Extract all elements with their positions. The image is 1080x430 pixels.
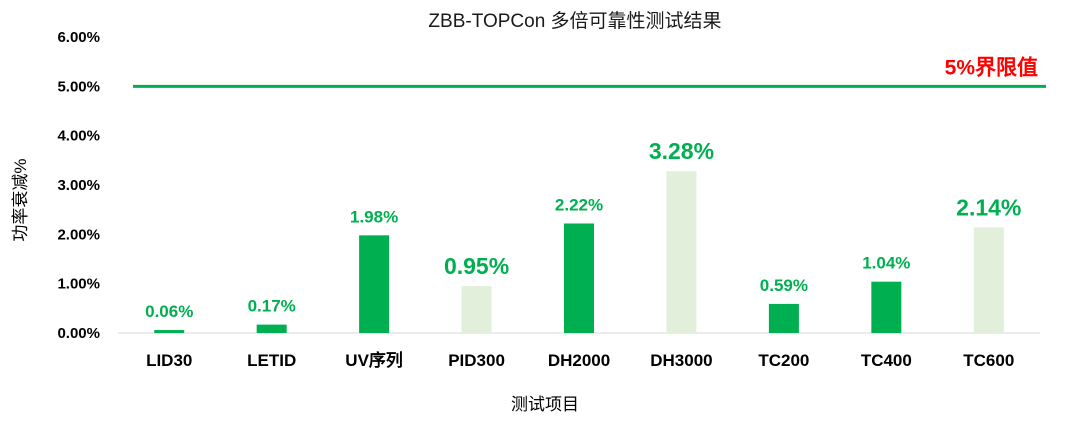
x-axis-ticks: LID30 LETID UV序列 PID300 DH2000 DH3000 TC200 TC4…: [146, 350, 1014, 370]
data-label: 1.04%: [862, 254, 910, 273]
x-tick-label: TC400: [861, 351, 912, 370]
y-tick-label: 2.00%: [57, 226, 100, 243]
x-tick-label: DH2000: [548, 351, 610, 370]
bar: [359, 235, 390, 333]
bar: [768, 303, 799, 333]
bar: [256, 324, 287, 333]
chart-title: ZBB-TOPCon 多倍可靠性测试结果: [428, 10, 721, 32]
x-tick-label: DH3000: [650, 351, 712, 370]
data-label: 2.14%: [956, 194, 1021, 220]
data-label: 3.28%: [649, 138, 714, 164]
data-label: 0.95%: [444, 253, 509, 279]
data-labels: 0.06% 0.17% 1.98% 0.95% 2.22% 3.28% 0.59% 1.04%…: [145, 138, 1021, 321]
x-tick-label: TC600: [963, 351, 1014, 370]
x-tick-label: PID300: [448, 351, 505, 370]
data-label: 0.06%: [145, 302, 193, 321]
x-tick-label: UV序列: [345, 350, 403, 370]
y-tick-label: 1.00%: [57, 276, 100, 293]
y-tick-label: 0.00%: [57, 325, 100, 342]
bar: [666, 171, 697, 333]
data-label: 0.17%: [248, 297, 296, 316]
y-tick-label: 5.00%: [57, 78, 100, 95]
x-axis-label: 测试项目: [511, 395, 579, 414]
x-tick-label: TC200: [758, 351, 809, 370]
reference-line-label: 5%界限值: [945, 55, 1038, 79]
data-label: 1.98%: [350, 207, 398, 226]
data-label: 2.22%: [555, 195, 603, 214]
bar: [564, 223, 594, 333]
bar: [154, 330, 185, 333]
x-tick-label: LETID: [247, 351, 296, 370]
bar: [871, 281, 902, 333]
bars: [154, 171, 1004, 333]
y-tick-label: 4.00%: [57, 128, 100, 145]
x-tick-label: LID30: [146, 351, 192, 370]
data-label: 0.59%: [760, 276, 808, 295]
y-tick-label: 6.00%: [57, 29, 100, 46]
y-tick-label: 3.00%: [57, 177, 100, 194]
bar: [973, 227, 1004, 333]
y-axis-label: 功率衰减%: [11, 158, 30, 241]
bar: [461, 286, 492, 333]
y-axis-ticks: 0.00% 1.00% 2.00% 3.00% 4.00% 5.00% 6.00%: [57, 29, 100, 342]
